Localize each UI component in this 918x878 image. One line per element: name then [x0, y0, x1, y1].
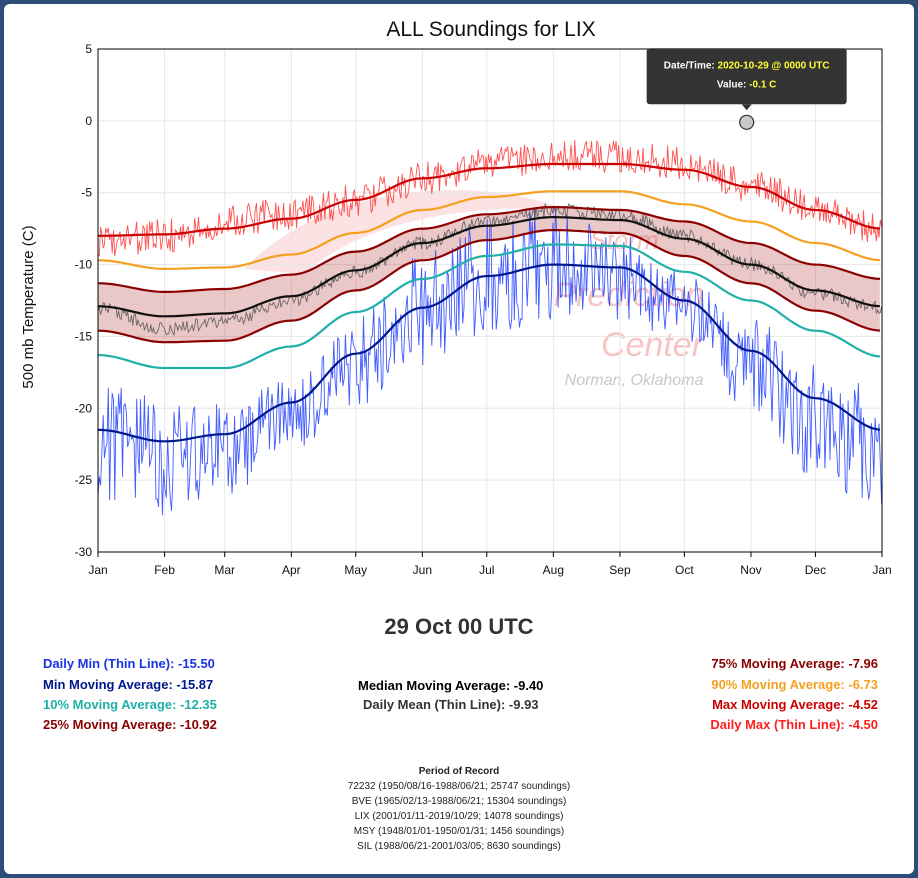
x-tick-label: Nov: [740, 563, 761, 577]
selected-time: 29 Oct 00 UTC: [384, 614, 534, 639]
tooltip: Date/Time: 2020-10-29 @ 0000 UTC Value: -…: [646, 48, 847, 130]
hover-point[interactable]: [739, 114, 755, 130]
series-10-moving-average: [97, 243, 881, 370]
x-tick-label: Feb: [154, 563, 175, 577]
stat-90-ma: 90% Moving Average: -6.73: [711, 677, 878, 692]
series-min-moving-average: [97, 263, 881, 443]
x-tick-label: Mar: [214, 563, 235, 577]
stat-25-ma: 25% Moving Average: -10.92: [43, 717, 217, 732]
period-of-record-line: BVE (1965/02/13-1988/06/21; 15304 soundi…: [351, 796, 567, 807]
x-tick-label: Jul: [479, 563, 494, 577]
series-max-moving-average: [98, 162, 881, 237]
tooltip-box: [646, 48, 847, 105]
tooltip-value: Value: -0.1 C: [717, 79, 776, 90]
tooltip-pointer: [741, 104, 752, 111]
band-25-75: [98, 207, 880, 343]
series-median-moving-average: [97, 215, 880, 318]
x-tick-label: Oct: [675, 563, 694, 577]
x-tick-label: Jan: [88, 563, 107, 577]
y-tick-label: -5: [81, 186, 92, 200]
x-tick-label: May: [344, 563, 367, 577]
y-axis-label: 500 mb Temperature (C): [20, 225, 37, 388]
tooltip-date: Date/Time: 2020-10-29 @ 0000 UTC: [664, 60, 830, 71]
series-lines: [97, 139, 883, 516]
period-of-record-title: Period of Record: [418, 766, 500, 777]
y-tick-label: -20: [75, 401, 93, 415]
period-of-record-line: SIL (1988/06/21-2001/03/05; 8630 soundin…: [357, 841, 561, 852]
x-tick-label: Sep: [609, 563, 631, 577]
series-75-moving-average: [98, 206, 880, 293]
series-daily-mean-thin-line: [97, 202, 883, 337]
x-tick-label: Aug: [543, 563, 564, 577]
stat-10-ma: 10% Moving Average: -12.35: [43, 697, 217, 712]
y-tick-label: -25: [75, 473, 93, 487]
watermark-text: Center: [601, 326, 705, 364]
y-tick-label: -15: [75, 329, 93, 343]
stat-daily-mean: Daily Mean (Thin Line): -9.93: [363, 697, 539, 712]
chart-title: ALL Soundings for LIX: [386, 18, 595, 41]
plot-border: [97, 48, 883, 553]
y-tick-label: 5: [85, 42, 92, 56]
series-25-moving-average: [97, 229, 881, 344]
x-tick-label: Jan: [872, 563, 891, 577]
period-of-record-line: LIX (2001/01/11-2019/10/29; 14078 soundi…: [354, 811, 564, 822]
y-tick-label: -30: [75, 545, 93, 559]
period-of-record-line: MSY (1948/01/01-1950/01/31; 1456 soundin…: [353, 826, 565, 837]
stat-75-ma: 75% Moving Average: -7.96: [711, 656, 878, 671]
series-90-moving-average: [98, 190, 880, 270]
period-of-record-line: 72232 (1950/08/16-1988/06/21; 25747 soun…: [347, 781, 571, 792]
stat-median-ma: Median Moving Average: -9.40: [358, 678, 544, 693]
y-tick-label: 0: [85, 114, 92, 128]
stat-daily-min: Daily Min (Thin Line): -15.50: [43, 656, 215, 671]
watermark-swoosh: [244, 190, 564, 274]
percentile-band: [98, 207, 880, 343]
y-tick-label: -10: [75, 258, 93, 272]
watermark-text: Norman, Oklahoma: [565, 372, 704, 389]
series-daily-max-thin-line: [97, 139, 883, 257]
stat-min-ma: Min Moving Average: -15.87: [43, 677, 214, 692]
stat-daily-max: Daily Max (Thin Line): -4.50: [710, 717, 878, 732]
x-tick-label: Dec: [805, 563, 826, 577]
x-tick-label: Jun: [413, 563, 432, 577]
x-tick-label: Apr: [282, 563, 301, 577]
axes: 5 0 -5 -10 -15 -20 -25 -30 Jan Feb Mar Apr May Jun Jul…: [75, 42, 892, 577]
stat-max-ma: Max Moving Average: -4.52: [712, 697, 878, 712]
